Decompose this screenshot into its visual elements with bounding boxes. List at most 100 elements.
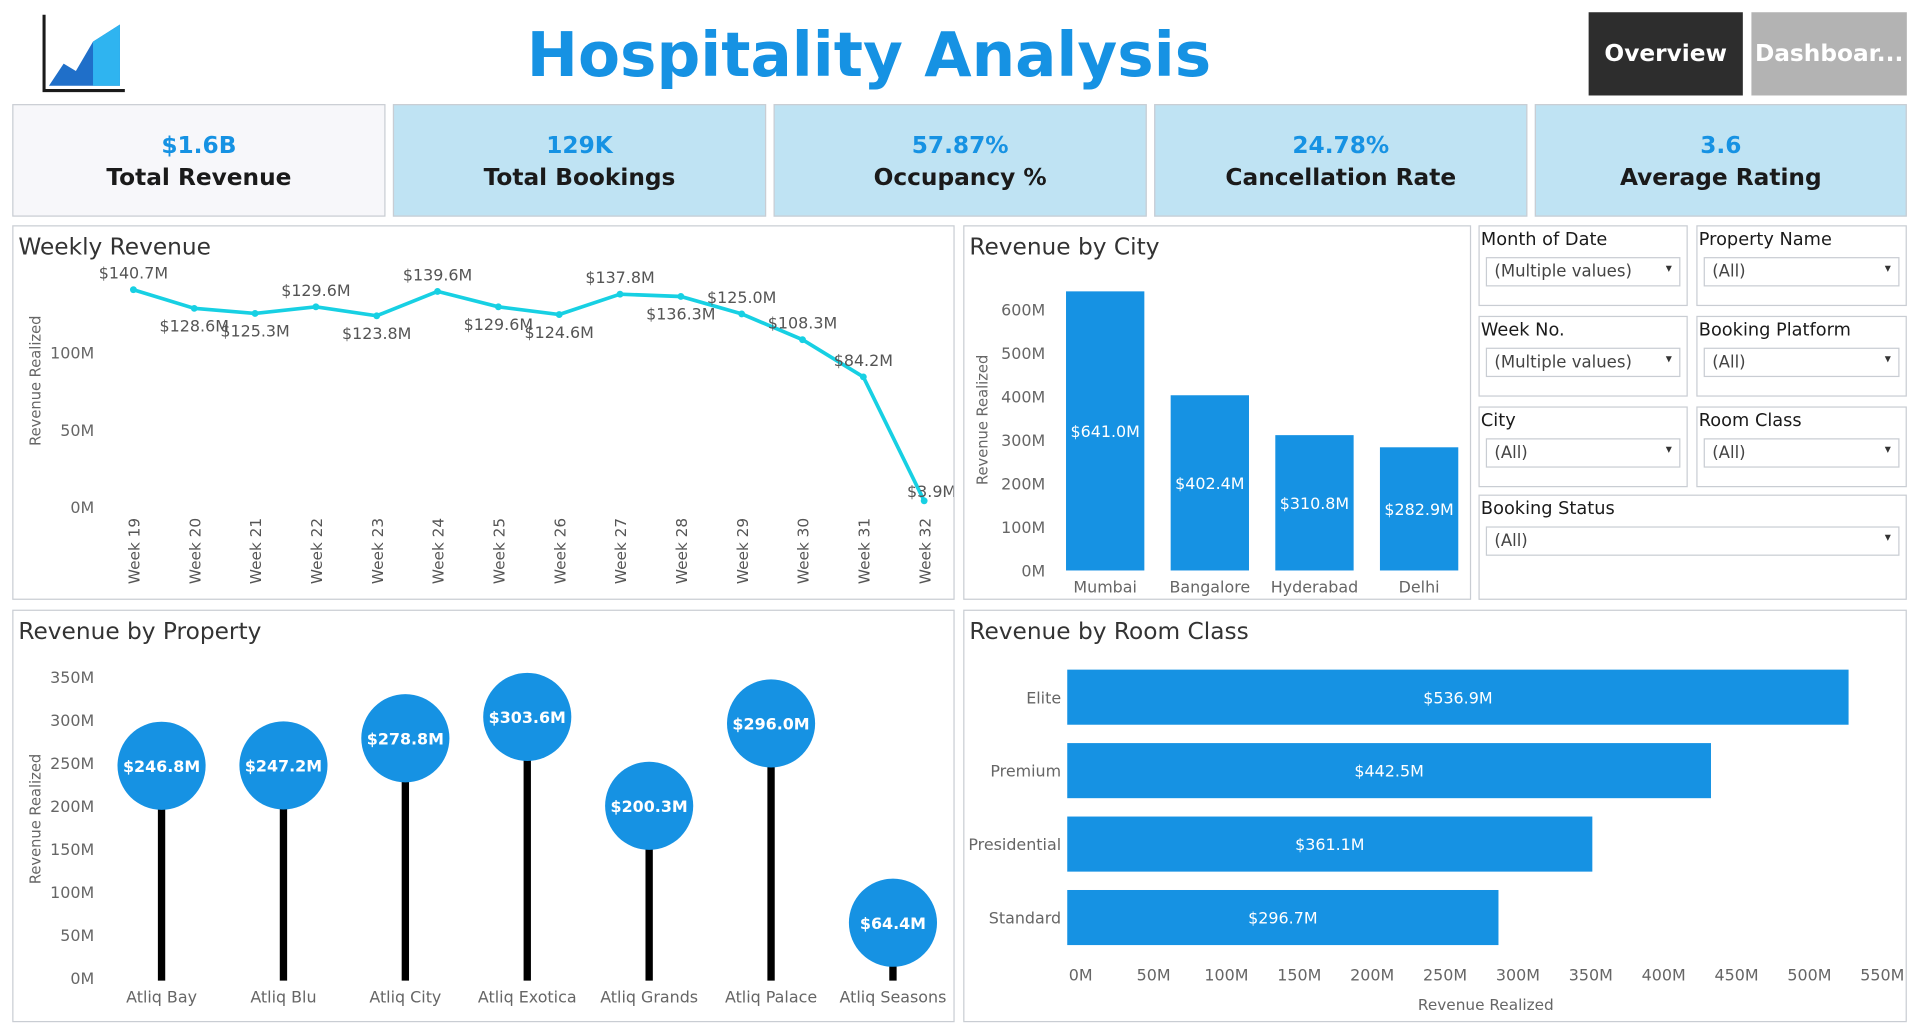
filter-label: Booking Platform (1698, 320, 1851, 341)
data-label: $108.3M (768, 314, 837, 333)
caret-down-icon: ▾ (1665, 352, 1672, 367)
x-tick-label: 400M (1642, 966, 1686, 985)
kpi-total-bookings: 129K Total Bookings (392, 104, 767, 217)
chart-title: Weekly Revenue (18, 233, 211, 261)
bar (1067, 669, 1849, 725)
lollipop-head (361, 694, 450, 783)
month-of-date-dropdown[interactable]: (Multiple values) ▾ (1485, 257, 1681, 287)
x-tick-label: Week 23 (369, 518, 387, 584)
lollipop-head (848, 878, 938, 967)
revenue-by-property-chart: 0M 50M 100M 150M 200M 250M 300M 350M Revenue Rea… (27, 668, 946, 1007)
lollipop-head (726, 679, 816, 768)
data-point (129, 286, 137, 294)
lollipop-head (117, 721, 206, 810)
x-tick-label: Week 24 (430, 518, 448, 584)
bar (1067, 889, 1499, 946)
x-tick-label: 100M (1204, 966, 1248, 985)
bar (1379, 447, 1459, 571)
x-tick-label: Week 22 (308, 518, 326, 584)
city-dropdown[interactable]: (All) ▾ (1485, 438, 1681, 468)
room-class-dropdown[interactable]: (All) ▾ (1703, 438, 1900, 468)
week-no-dropdown[interactable]: (Multiple values) ▾ (1485, 347, 1681, 378)
data-label: $136.3M (646, 305, 715, 324)
caret-down-icon: ▾ (1884, 261, 1891, 276)
revenue-by-city-panel: Revenue by City 0M 100M 200M 300M 400M 500M 60… (963, 225, 1472, 600)
data-label: $137.8M (585, 268, 654, 287)
revenue-by-room-class-panel: Revenue by Room Class 0M 50M 100M 150M 200M 2… (963, 609, 1907, 1023)
x-tick-label: Week 29 (734, 518, 752, 584)
filter-room-class: Room Class (All) ▾ (1696, 406, 1907, 488)
y-tick-label: 100M (50, 883, 94, 902)
y-tick-label: 100M (50, 344, 94, 363)
data-label: $123.8M (342, 324, 411, 343)
bar (1067, 816, 1593, 872)
x-tick-label: Delhi (1399, 578, 1440, 597)
data-label: $139.6M (403, 265, 472, 284)
data-point (799, 336, 806, 344)
data-label: $124.6M (525, 323, 594, 342)
data-point (616, 290, 624, 298)
x-tick-label: Atliq Bay (126, 988, 197, 1007)
lollipop-value-label: $278.8M (367, 729, 444, 748)
y-axis-label: Revenue Realized (975, 355, 992, 485)
data-point (494, 303, 502, 311)
x-tick-label: Atliq Exotica (478, 988, 577, 1007)
data-point (190, 304, 198, 312)
x-tick-label: Week 21 (247, 518, 265, 584)
kpi-cancellation-rate: 24.78% Cancellation Rate (1154, 104, 1528, 217)
y-tick-label: Elite (1026, 688, 1061, 707)
filter-label: Room Class (1698, 411, 1802, 431)
dropdown-value: (All) (1712, 443, 1746, 463)
filter-label: Month of Date (1480, 230, 1608, 250)
lollipop-value-label: $296.0M (732, 715, 809, 734)
caret-down-icon: ▾ (1884, 443, 1891, 457)
booking-status-dropdown[interactable]: (All) ▾ (1485, 526, 1900, 556)
kpi-label: Total Bookings (483, 164, 676, 191)
property-name-dropdown[interactable]: (All) ▾ (1703, 257, 1900, 287)
y-tick-label: 0M (70, 498, 94, 517)
kpi-label: Total Revenue (106, 164, 292, 191)
x-axis-label: Revenue Realized (1418, 996, 1554, 1014)
caret-down-icon: ▾ (1665, 443, 1672, 457)
overview-button[interactable]: Overview (1588, 12, 1743, 96)
bar (1275, 435, 1354, 571)
x-tick-label: Mumbai (1073, 578, 1137, 597)
lollipop-value-label: $247.2M (245, 757, 322, 776)
dashboard-button[interactable]: Dashboar... (1751, 12, 1907, 96)
y-tick-label: 100M (1001, 518, 1045, 537)
data-label: $128.6M (160, 317, 229, 336)
lollipop-value-label: $200.3M (611, 797, 688, 816)
bar (1066, 291, 1145, 571)
kpi-value: $1.6B (161, 132, 237, 160)
lollipop-value-label: $246.8M (123, 757, 200, 776)
data-label: $3.9M (907, 482, 953, 501)
data-label: $129.6M (281, 281, 350, 300)
dropdown-value: (All) (1494, 531, 1528, 551)
filter-label: Property Name (1698, 230, 1832, 250)
data-label: $129.6M (464, 315, 533, 334)
kpi-label: Cancellation Rate (1225, 164, 1457, 191)
weekly-revenue-panel: Weekly Revenue 0M 50M 100M Revenue Realized… (12, 225, 955, 600)
data-point (920, 497, 928, 505)
x-tick-label: 550M (1860, 966, 1904, 985)
x-tick-label: Week 26 (551, 518, 569, 584)
y-tick-label: Presidential (968, 835, 1061, 854)
revenue-by-property-panel: Revenue by Property 0M 50M 100M 150M 200M 250… (12, 609, 955, 1023)
dropdown-value: (All) (1712, 261, 1746, 282)
data-point (677, 293, 685, 300)
page-title: Hospitality Analysis (526, 19, 1212, 91)
y-tick-label: 0M (70, 969, 94, 988)
booking-platform-dropdown[interactable]: (All) ▾ (1703, 347, 1900, 378)
data-point (555, 311, 563, 318)
filter-booking-platform: Booking Platform (All) ▾ (1696, 315, 1907, 397)
bar-value-label: $361.1M (1295, 835, 1364, 854)
y-tick-label: Premium (990, 762, 1061, 781)
x-tick-label: 150M (1277, 966, 1321, 985)
x-tick-label: 200M (1350, 966, 1394, 985)
caret-down-icon: ▾ (1884, 531, 1891, 545)
bar (1067, 743, 1711, 799)
lollipop-head (483, 672, 572, 761)
y-tick-label: 200M (1001, 475, 1045, 494)
lollipop-value-label: $64.4M (860, 914, 926, 933)
bar-value-label: $536.9M (1423, 688, 1492, 707)
